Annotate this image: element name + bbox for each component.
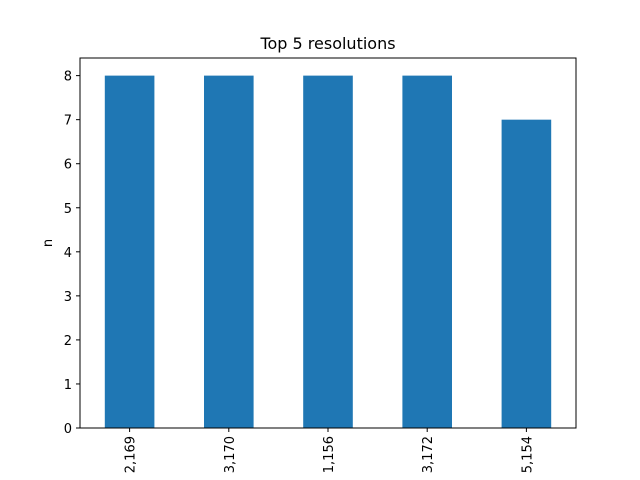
plot-frame xyxy=(79,57,577,429)
y-tick-label-4: 4 xyxy=(64,246,72,261)
x-tick-label-1: 3,170 xyxy=(223,436,238,473)
y-tick-label-8: 8 xyxy=(64,70,72,85)
bar-4 xyxy=(501,119,552,429)
y-tick-label-3: 3 xyxy=(64,290,72,305)
y-tick-label-0: 0 xyxy=(64,422,72,437)
bar-0 xyxy=(104,75,155,428)
x-tick-label-2: 1,156 xyxy=(322,436,337,473)
x-tick-label-3: 3,172 xyxy=(421,436,436,473)
bar-3 xyxy=(402,75,452,428)
x-tick-label-4: 5,154 xyxy=(520,436,535,473)
y-axis: 0 1 2 3 4 5 6 7 8 xyxy=(64,70,80,437)
y-tick-label-6: 6 xyxy=(64,158,72,173)
x-axis: 2,169 3,170 1,156 3,172 5,154 xyxy=(124,428,535,473)
bar-2 xyxy=(303,75,353,428)
bars-group xyxy=(104,75,552,429)
x-tick-label-0: 2,169 xyxy=(124,436,139,473)
bar-1 xyxy=(204,75,254,428)
y-tick-label-2: 2 xyxy=(64,334,72,349)
y-tick-label-1: 1 xyxy=(64,378,72,393)
y-axis-label: n xyxy=(41,239,56,247)
y-tick-label-5: 5 xyxy=(64,202,72,217)
y-tick-label-7: 7 xyxy=(64,114,72,129)
chart-title: Top 5 resolutions xyxy=(259,34,395,53)
